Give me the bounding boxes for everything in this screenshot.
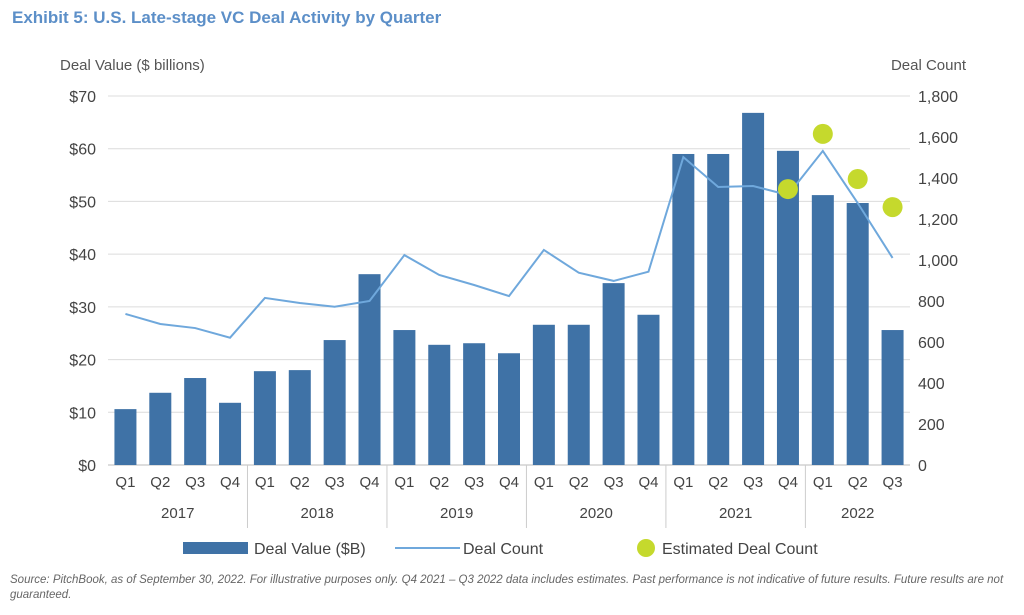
- bar: [498, 353, 520, 465]
- bar: [219, 402, 242, 465]
- x-tick-label: Q2: [708, 474, 728, 491]
- x-tick-label: Q1: [255, 474, 275, 491]
- year-label: 2017: [161, 505, 194, 522]
- x-tick-label: Q2: [848, 474, 868, 491]
- y2-tick-label: 600: [918, 335, 945, 352]
- x-tick-label: Q4: [499, 474, 519, 491]
- bar: [114, 409, 137, 465]
- bar: [811, 195, 834, 466]
- year-label: 2021: [719, 505, 752, 522]
- x-tick-label: Q2: [569, 474, 589, 491]
- y2-tick-label: 1,800: [918, 89, 958, 106]
- bar: [393, 330, 416, 465]
- bar: [358, 274, 381, 465]
- legend-label: Deal Count: [463, 541, 544, 558]
- chart-title: Exhibit 5: U.S. Late-stage VC Deal Activ…: [12, 8, 442, 27]
- y-tick-label: $40: [69, 247, 96, 264]
- bar: [149, 392, 172, 465]
- bar: [776, 150, 799, 465]
- x-tick-label: Q4: [360, 474, 380, 491]
- y2-tick-label: 1,000: [918, 253, 958, 270]
- bar: [742, 112, 765, 466]
- y2-tick-label: 200: [918, 417, 945, 434]
- x-tick-label: Q1: [673, 474, 693, 491]
- x-tick-label: Q4: [220, 474, 240, 491]
- bar: [532, 324, 555, 465]
- bar: [672, 153, 695, 465]
- x-tick-label: Q4: [778, 474, 798, 491]
- chart-plot: $0 $10 $20 $30 $40 $50 $60 $70 0 200 400 600 800 1,00…: [69, 89, 958, 558]
- bar: [428, 344, 451, 465]
- y-tick-label: $20: [69, 353, 96, 370]
- y-tick-label: $70: [69, 89, 96, 106]
- x-tick-label: Q3: [464, 474, 484, 491]
- y2-tick-label: 400: [918, 376, 945, 393]
- bar: [184, 378, 207, 465]
- x-tick-label: Q2: [290, 474, 310, 491]
- y2-axis-label: Deal Count: [890, 57, 966, 74]
- y-tick-label: $0: [78, 458, 96, 475]
- y2-tick-label: 1,400: [918, 171, 958, 188]
- bar: [463, 343, 486, 465]
- year-label: 2022: [841, 505, 874, 522]
- y2-tick-label: 1,600: [918, 130, 958, 147]
- bar: [846, 203, 869, 465]
- year-label: 2018: [301, 505, 334, 522]
- year-label: 2020: [579, 505, 612, 522]
- estimated-point: [812, 123, 833, 144]
- bar: [323, 340, 346, 465]
- y-tick-label: $50: [69, 194, 96, 211]
- y-axis-label: Deal Value ($ billions): [60, 57, 205, 74]
- x-tick-label: Q1: [813, 474, 833, 491]
- legend-label: Deal Value ($B): [254, 541, 366, 558]
- y2-tick-label: 0: [918, 458, 927, 475]
- bar: [288, 370, 311, 465]
- legend-swatch-dot: [637, 539, 655, 557]
- y-tick-label: $10: [69, 405, 96, 422]
- x-tick-label: Q3: [185, 474, 205, 491]
- x-tick-label: Q2: [150, 474, 170, 491]
- source-note: Source: PitchBook, as of September 30, 2…: [10, 574, 1004, 601]
- legend-swatch-bar: [183, 542, 248, 554]
- x-tick-label: Q1: [394, 474, 414, 491]
- x-tick-label: Q1: [534, 474, 554, 491]
- y-tick-label: $30: [69, 300, 96, 317]
- bar: [881, 330, 904, 465]
- bar: [637, 314, 660, 465]
- x-tick-label: Q1: [115, 474, 135, 491]
- x-tick-label: Q3: [604, 474, 624, 491]
- y2-tick-label: 1,200: [918, 212, 958, 229]
- y-tick-label: $60: [69, 142, 96, 159]
- x-tick-label: Q4: [638, 474, 658, 491]
- x-tick-label: Q3: [325, 474, 345, 491]
- estimated-point: [777, 179, 798, 200]
- estimated-point: [882, 197, 903, 218]
- year-label: 2019: [440, 505, 473, 522]
- y2-tick-label: 800: [918, 294, 945, 311]
- deal-count-line: [125, 149, 894, 339]
- legend-label: Estimated Deal Count: [662, 541, 818, 558]
- x-tick-label: Q3: [883, 474, 903, 491]
- x-tick-label: Q2: [429, 474, 449, 491]
- bar: [602, 283, 625, 465]
- bar: [567, 324, 590, 465]
- bar: [707, 153, 730, 465]
- estimated-point: [847, 169, 868, 190]
- x-tick-label: Q3: [743, 474, 763, 491]
- bar: [253, 371, 276, 465]
